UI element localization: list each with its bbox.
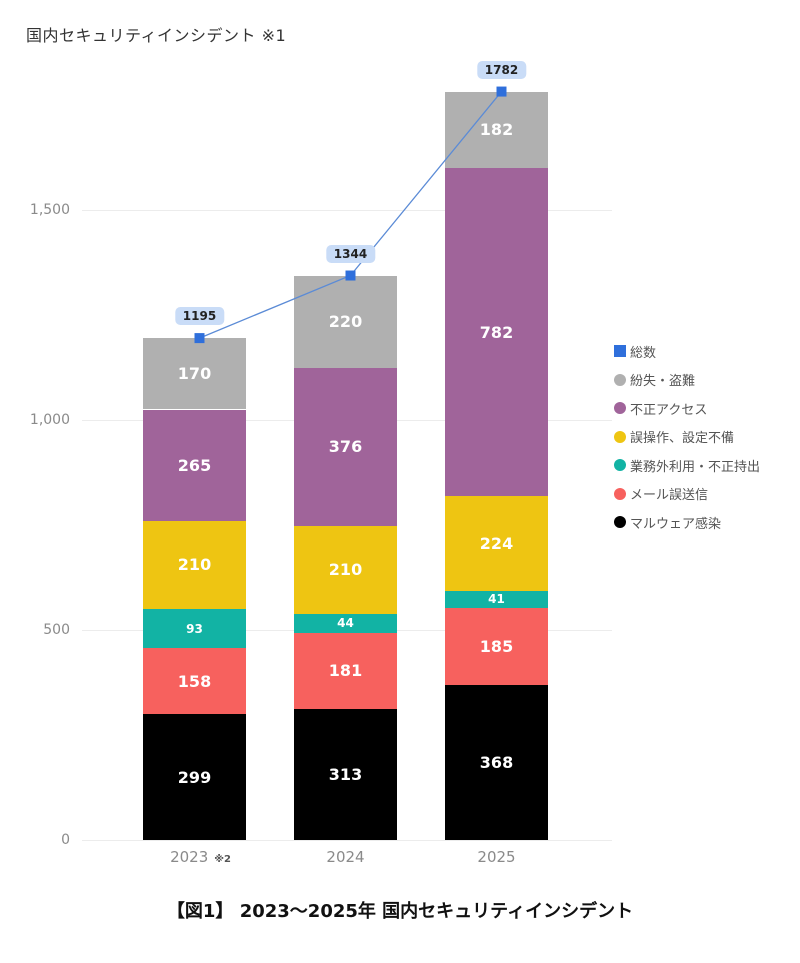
- bar-segment[interactable]: 181: [294, 632, 397, 709]
- legend-label: 誤操作、設定不備: [630, 431, 735, 447]
- square-marker-icon: [614, 345, 626, 358]
- gridline: [82, 210, 612, 211]
- total-marker[interactable]: [496, 86, 507, 97]
- legend-label: 不正アクセス: [630, 402, 708, 418]
- circle-marker-icon: [614, 516, 626, 529]
- legend-item[interactable]: メール誤送信: [614, 480, 760, 509]
- bar-segment[interactable]: 210: [294, 525, 397, 615]
- bar-segment[interactable]: 376: [294, 367, 397, 526]
- bar-segment[interactable]: 265: [143, 409, 246, 521]
- legend-item[interactable]: 不正アクセス: [614, 394, 760, 423]
- legend-label: 紛失・盗難: [630, 374, 696, 390]
- x-tick-label: 2023 ※2: [170, 848, 231, 866]
- gridline: [82, 840, 612, 841]
- legend-label: マルウェア感染: [630, 516, 722, 532]
- legend-item[interactable]: 誤操作、設定不備: [614, 423, 760, 452]
- bar-segment[interactable]: 210: [143, 520, 246, 609]
- y-tick-label: 0: [61, 832, 70, 848]
- legend-item[interactable]: 業務外利用・不正持出: [614, 451, 760, 480]
- bar-segment[interactable]: 782: [445, 168, 548, 497]
- figure-caption: 【図1】 2023～2025年 国内セキュリティインシデント: [166, 901, 634, 922]
- x-tick-label: 2025: [477, 848, 516, 866]
- bar-segment[interactable]: 313: [294, 708, 397, 840]
- bar-segment[interactable]: 93: [143, 609, 246, 649]
- bar-segment[interactable]: 158: [143, 648, 246, 715]
- bar-segment[interactable]: 170: [143, 338, 246, 410]
- bar-segment[interactable]: 299: [143, 714, 246, 840]
- circle-marker-icon: [614, 459, 626, 472]
- circle-marker-icon: [614, 373, 626, 386]
- y-tick-label: 1,500: [29, 202, 70, 218]
- legend-label: 総数: [630, 345, 657, 361]
- total-value-label: 1782: [476, 60, 527, 79]
- bar-segment[interactable]: 185: [445, 607, 548, 686]
- total-value-label: 1195: [174, 307, 225, 326]
- legend: 総数紛失・盗難不正アクセス誤操作、設定不備業務外利用・不正持出 メール誤送信 マルウ…: [614, 337, 760, 537]
- legend-label: メール誤送信: [630, 488, 709, 504]
- legend-item[interactable]: マルウェア感染: [614, 508, 760, 537]
- total-marker[interactable]: [345, 270, 356, 281]
- bar-2023: 299 158 93 210 265 170: [143, 0, 246, 963]
- bar-2024: 313 181 44 210 376 220: [294, 0, 397, 963]
- bar-segment[interactable]: 224: [445, 496, 548, 591]
- total-value-label: 1344: [325, 244, 376, 263]
- y-tick-label: 1,000: [29, 412, 70, 428]
- bar-segment[interactable]: 182: [445, 91, 548, 168]
- legend-label: 業務外利用・不正持出: [630, 459, 761, 475]
- legend-item[interactable]: 総数: [614, 337, 760, 366]
- bar-segment[interactable]: 368: [445, 685, 548, 840]
- bar-segment[interactable]: 44: [294, 614, 397, 633]
- circle-marker-icon: [614, 430, 626, 443]
- bar-segment[interactable]: 220: [294, 275, 397, 368]
- footnote-marker: ※2: [214, 854, 231, 865]
- x-tick-label: 2024: [326, 848, 365, 866]
- legend-item[interactable]: 紛失・盗難: [614, 366, 760, 395]
- total-marker[interactable]: [194, 333, 205, 344]
- bar-2025: 368 185 41 224 782 182: [445, 0, 548, 963]
- y-tick-label: 500: [43, 622, 70, 638]
- bar-segment[interactable]: 41: [445, 590, 548, 608]
- circle-marker-icon: [614, 487, 626, 500]
- circle-marker-icon: [614, 402, 626, 415]
- chart-title: 国内セキュリティインシデント ※1: [26, 26, 287, 45]
